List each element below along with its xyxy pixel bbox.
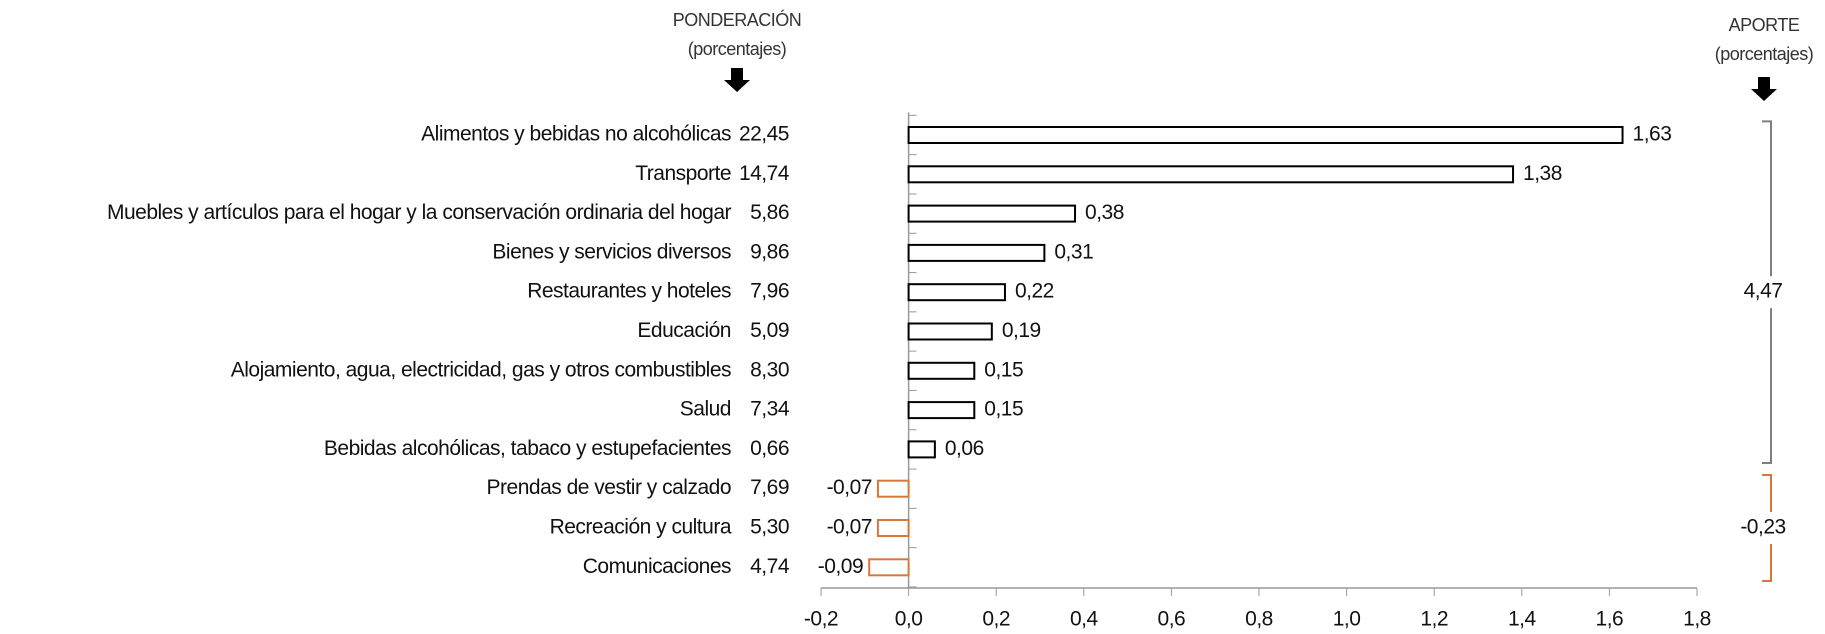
header-right-sub: (porcentajes): [1715, 44, 1814, 64]
value-label: -0,09: [818, 555, 863, 578]
weight-label: 5,09: [750, 319, 789, 342]
value-label: 0,31: [1054, 240, 1093, 263]
weight-label: 22,45: [739, 123, 789, 146]
x-tick-label: 0,6: [1158, 608, 1186, 631]
category-label: Educación: [637, 319, 731, 342]
weight-label: 4,74: [750, 555, 790, 578]
value-label: 0,15: [984, 398, 1023, 421]
bar: [907, 440, 936, 459]
value-label: 1,38: [1523, 162, 1562, 185]
bracket-gap: [1741, 512, 1801, 544]
weight-label: 5,30: [750, 516, 789, 539]
weight-label: 7,34: [750, 398, 790, 421]
bar: [907, 401, 976, 420]
value-label: 0,22: [1015, 280, 1054, 303]
value-label: -0,07: [827, 476, 872, 499]
category-label: Bebidas alcohólicas, tabaco y estupefaci…: [324, 437, 731, 460]
weight-label: 9,86: [750, 240, 789, 263]
arrow-right: [1751, 77, 1777, 101]
bar: [907, 361, 976, 380]
category-label: Muebles y artículos para el hogar y la c…: [107, 201, 732, 224]
category-label: Transporte: [635, 162, 731, 185]
arrow-left: [724, 68, 750, 92]
x-tick-label: 0,2: [982, 608, 1010, 631]
category-label: Alojamiento, agua, electricidad, gas y o…: [231, 358, 731, 381]
x-tick-label: 1,4: [1508, 608, 1537, 631]
x-tick-label: 0,8: [1245, 608, 1273, 631]
header-right: APORTE: [1729, 15, 1800, 35]
value-label: 0,15: [984, 358, 1023, 381]
x-tick-label: 0,0: [895, 608, 923, 631]
bar: [876, 519, 910, 537]
weight-label: 5,86: [750, 201, 789, 224]
category-label: Alimentos y bebidas no alcohólicas: [421, 123, 731, 146]
category-label: Restaurantes y hoteles: [527, 280, 731, 303]
x-tick-label: 0,4: [1070, 608, 1099, 631]
bar: [907, 243, 1046, 262]
x-tick-label: -0,2: [804, 608, 838, 631]
weight-label: 14,74: [739, 162, 790, 185]
x-tick-label: 1,2: [1420, 608, 1448, 631]
bar: [907, 283, 1006, 302]
value-label: -0,07: [827, 516, 872, 539]
category-label: Salud: [680, 398, 731, 421]
bar: [907, 126, 1624, 144]
bracket-gap: [1741, 276, 1801, 309]
total-label: -0,23: [1740, 516, 1785, 539]
weight-label: 0,66: [750, 437, 789, 460]
bar: [907, 204, 1077, 223]
value-label: 0,06: [945, 437, 984, 460]
header-left-sub: (porcentajes): [688, 39, 787, 59]
total-label: 4,47: [1744, 280, 1783, 303]
x-tick-label: 1,8: [1683, 608, 1711, 631]
bar: [868, 558, 910, 577]
header-left: PONDERACIÓN: [673, 9, 802, 30]
weight-label: 7,69: [750, 476, 789, 499]
value-label: 0,19: [1002, 319, 1041, 342]
weight-label: 8,30: [750, 358, 789, 381]
bar: [907, 165, 1515, 184]
category-label: Comunicaciones: [583, 555, 731, 578]
weight-label: 7,96: [750, 280, 789, 303]
bar: [876, 479, 910, 498]
value-label: 0,38: [1085, 201, 1124, 224]
value-label: 1,63: [1633, 123, 1672, 146]
x-tick-label: 1,6: [1596, 608, 1624, 631]
bar: [907, 322, 993, 341]
category-label: Recreación y cultura: [550, 516, 732, 539]
x-tick-label: 1,0: [1333, 608, 1361, 631]
category-label: Bienes y servicios diversos: [492, 240, 731, 263]
category-label: Prendas de vestir y calzado: [487, 476, 731, 499]
